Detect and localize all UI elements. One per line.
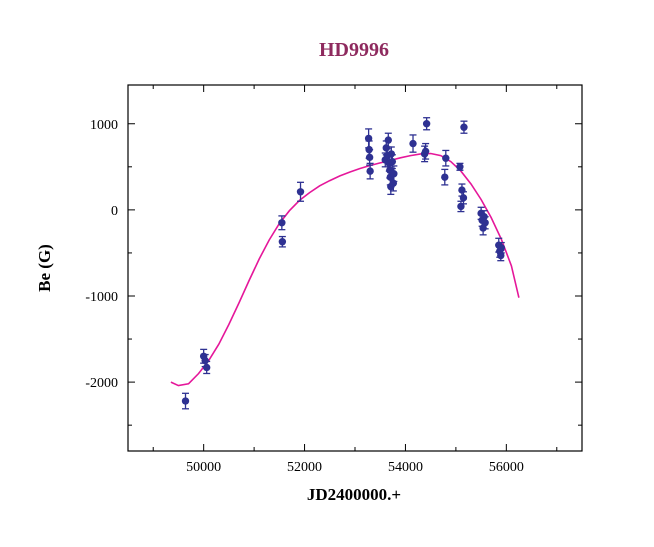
data-point xyxy=(441,173,449,181)
data-point xyxy=(390,170,398,178)
data-point xyxy=(409,139,417,148)
data-point xyxy=(364,134,373,143)
y-tick-label: 0 xyxy=(111,204,118,219)
y-tick-label: -1000 xyxy=(85,290,118,305)
data-point xyxy=(497,244,505,252)
y-axis-label: Be (G) xyxy=(35,244,54,292)
data-point xyxy=(481,219,489,227)
plot-frame xyxy=(127,84,583,452)
data-point xyxy=(201,356,209,365)
y-tick-label: -2000 xyxy=(85,376,118,391)
x-tick-label: 54000 xyxy=(388,460,423,475)
data-point xyxy=(460,123,468,131)
x-tick-label: 52000 xyxy=(287,460,322,475)
data-point xyxy=(456,163,464,171)
data-point xyxy=(387,150,396,158)
data-point xyxy=(459,194,468,202)
data-point xyxy=(388,157,397,166)
data-point xyxy=(296,188,305,196)
data-point xyxy=(442,154,450,162)
data-point xyxy=(497,251,505,260)
data-point xyxy=(365,153,374,162)
data-point xyxy=(181,397,190,405)
axis-tick-labels: 50000 52000 54000 56000 1000 0 -1000 -2000 xyxy=(85,118,524,475)
data-point xyxy=(421,147,430,156)
data-point xyxy=(366,167,374,175)
data-points-layer xyxy=(181,117,505,410)
x-tick-label: 50000 xyxy=(186,460,221,475)
data-point xyxy=(202,363,211,372)
fit-curve xyxy=(170,152,520,387)
data-point xyxy=(384,136,392,144)
y-tick-label: 1000 xyxy=(90,118,118,133)
x-axis-label: JD2400000.+ xyxy=(307,485,401,504)
data-point xyxy=(278,219,286,227)
data-point xyxy=(457,202,465,211)
data-point xyxy=(458,186,466,194)
axis-ticks xyxy=(128,85,582,451)
data-point xyxy=(278,238,287,246)
x-tick-label: 56000 xyxy=(489,460,524,475)
chart-title: HD9996 xyxy=(319,39,389,61)
fit-curve-layer xyxy=(170,152,520,387)
data-point xyxy=(422,120,431,128)
